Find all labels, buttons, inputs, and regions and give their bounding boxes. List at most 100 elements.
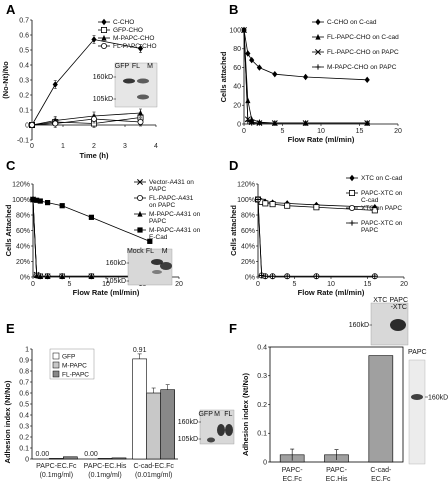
x-tick-label: 15 bbox=[356, 128, 364, 135]
data-point bbox=[34, 197, 40, 203]
x-tick-label: 10 bbox=[317, 128, 325, 135]
legend-label: M-PAPC-A431 on bbox=[149, 227, 201, 234]
legend: GFP M-PAPC FL-PAPC bbox=[49, 348, 95, 380]
x-tick-label: 5 bbox=[281, 128, 285, 135]
blot-band bbox=[123, 78, 135, 84]
series-line bbox=[31, 39, 141, 126]
y-axis-label: Adhesion index (Nt/No) bbox=[3, 380, 12, 463]
legend-marker bbox=[349, 174, 355, 182]
y-tick-label: 0.6 bbox=[19, 390, 29, 397]
blot-lane-label: FL bbox=[224, 411, 232, 418]
y-tick-label: 0.7 bbox=[19, 17, 29, 24]
x-axis-label: Time (h) bbox=[79, 151, 109, 160]
blot-lane-label: FL bbox=[146, 248, 154, 255]
category-label: (0.1mg/ml) bbox=[40, 472, 73, 479]
blot-size-marker: 160kD bbox=[178, 419, 198, 426]
blot-size-marker: 160kD bbox=[93, 74, 113, 81]
legend-label: PAPC bbox=[149, 218, 167, 225]
blot-lane-label: M bbox=[214, 411, 220, 418]
data-label: 0.00 bbox=[36, 451, 50, 458]
legend-label: PAPC-XTC on bbox=[361, 190, 403, 197]
y-tick-label: 100 bbox=[229, 27, 241, 34]
y-tick-label: 0.2 bbox=[257, 402, 267, 409]
legend-label: C-CHO bbox=[113, 19, 134, 26]
data-point bbox=[272, 70, 278, 78]
x-tick-label: 0 bbox=[256, 281, 260, 288]
x-tick-label: 2 bbox=[92, 143, 96, 150]
bar-fl-papc bbox=[111, 457, 127, 460]
bar bbox=[368, 355, 394, 463]
y-tick-label: 60 bbox=[233, 65, 241, 72]
y-tick-label: 0.4 bbox=[19, 412, 29, 419]
error-bar bbox=[334, 449, 339, 460]
legend-label: PAPC-XTC on bbox=[361, 220, 403, 227]
panel-letter-d: D bbox=[229, 158, 238, 173]
bar-fl-papc bbox=[160, 389, 175, 460]
blot-size-marker: 160kD bbox=[428, 395, 448, 402]
x-tick-label: 4 bbox=[154, 143, 158, 150]
x-tick-label: 20 bbox=[175, 281, 183, 288]
blot-lane-label: PAPC bbox=[389, 297, 408, 304]
data-point bbox=[249, 120, 255, 126]
y-tick-label: 60% bbox=[16, 228, 30, 235]
data-point bbox=[88, 273, 94, 279]
legend-marker bbox=[349, 220, 355, 226]
data-point bbox=[262, 200, 269, 207]
data-point bbox=[34, 272, 40, 279]
legend-label: M-PAPC-A431 on bbox=[149, 211, 201, 218]
blot-lane-label: Mock bbox=[127, 248, 144, 255]
blot-lane-label: GFP bbox=[198, 411, 213, 418]
blot-lane-label: M bbox=[162, 248, 168, 255]
x-tick-label: 3 bbox=[123, 143, 127, 150]
data-point bbox=[303, 73, 309, 81]
series-line bbox=[31, 118, 141, 126]
y-axis-label: Cells Attached bbox=[4, 204, 13, 256]
legend-label: GFP bbox=[62, 354, 75, 361]
series-papc-xtc-on-papc bbox=[255, 196, 378, 279]
legend-marker bbox=[101, 43, 108, 50]
category-label: PAPC-EC.Fc bbox=[36, 463, 77, 470]
y-tick-label: 20 bbox=[233, 103, 241, 110]
data-point bbox=[255, 196, 261, 203]
legend-label: M-PAPC-CHO on PAPC bbox=[327, 64, 397, 71]
data-point bbox=[371, 207, 378, 214]
blot-membrane bbox=[408, 359, 426, 465]
y-tick-label: 0.1 bbox=[19, 107, 29, 114]
blot-band bbox=[160, 262, 172, 270]
series-m-papc-a431-on-e-cad bbox=[30, 196, 153, 244]
x-tick-label: 0 bbox=[242, 128, 246, 135]
x-tick-label: 20 bbox=[394, 128, 402, 135]
x-tick-label: 0 bbox=[31, 281, 35, 288]
data-point bbox=[372, 273, 378, 279]
data-point bbox=[249, 56, 255, 64]
category-label: EC.His bbox=[326, 476, 348, 483]
data-point bbox=[88, 214, 94, 220]
blot-size-marker: 105kD bbox=[106, 278, 126, 285]
series-line bbox=[257, 199, 375, 277]
legend-swatch bbox=[52, 370, 60, 378]
legend: C-CHO on C-cad FL-PAPC-CHO on C-cad FL-PAP… bbox=[312, 18, 399, 71]
blot-size-marker: 105kD bbox=[93, 96, 113, 103]
blot-size-marker: 160kD bbox=[106, 260, 126, 267]
legend-marker bbox=[348, 189, 355, 196]
series-line bbox=[31, 112, 141, 126]
y-tick-label: 0 bbox=[263, 459, 267, 466]
legend-swatch bbox=[52, 361, 60, 369]
legend-label: Vector-A431 on bbox=[149, 179, 194, 186]
bar-gfp bbox=[132, 358, 147, 460]
category-label: C-cad- bbox=[370, 467, 392, 474]
data-point bbox=[241, 27, 247, 33]
blot-lane-label: GFP bbox=[115, 63, 130, 70]
data-point bbox=[52, 120, 59, 127]
data-point bbox=[313, 204, 320, 211]
legend-swatch bbox=[52, 352, 60, 360]
data-point bbox=[262, 273, 268, 279]
y-tick-label: 0.9 bbox=[19, 357, 29, 364]
y-tick-label: 20% bbox=[16, 259, 30, 266]
legend-label: C-cad bbox=[361, 197, 379, 204]
x-tick-label: 0 bbox=[30, 143, 34, 150]
legend-label: M-PAPC bbox=[62, 363, 87, 370]
legend-label: FL-PAPC bbox=[62, 372, 89, 379]
